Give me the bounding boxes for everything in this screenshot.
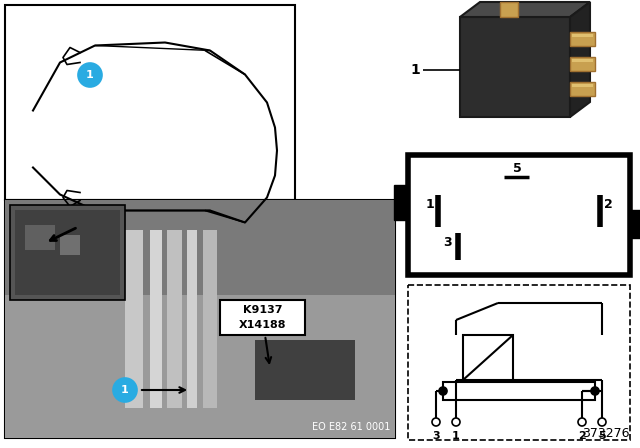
Polygon shape bbox=[460, 2, 590, 17]
Bar bbox=[394, 185, 408, 220]
Bar bbox=[572, 34, 593, 37]
Circle shape bbox=[452, 418, 460, 426]
Circle shape bbox=[113, 378, 137, 402]
Text: EO E82 61 0001: EO E82 61 0001 bbox=[312, 422, 390, 432]
Text: 1: 1 bbox=[410, 63, 420, 77]
Circle shape bbox=[439, 387, 447, 395]
Bar bbox=[203, 230, 217, 408]
Circle shape bbox=[578, 418, 586, 426]
Text: X14188: X14188 bbox=[239, 320, 286, 330]
Bar bbox=[167, 230, 182, 408]
Bar bbox=[255, 340, 355, 400]
Bar bbox=[630, 210, 640, 238]
Bar bbox=[5, 5, 295, 200]
Bar bbox=[5, 200, 395, 438]
Bar bbox=[463, 335, 513, 380]
Circle shape bbox=[591, 387, 599, 395]
Circle shape bbox=[598, 418, 606, 426]
Circle shape bbox=[432, 418, 440, 426]
Bar bbox=[408, 285, 630, 440]
Text: 3: 3 bbox=[444, 237, 452, 250]
Text: 5: 5 bbox=[513, 163, 522, 176]
Bar bbox=[15, 210, 120, 295]
Bar bbox=[572, 59, 593, 62]
Bar bbox=[570, 82, 595, 96]
Bar bbox=[5, 200, 395, 295]
Bar bbox=[150, 230, 162, 408]
Text: 2: 2 bbox=[578, 431, 586, 441]
Text: 1: 1 bbox=[452, 431, 460, 441]
Text: 373276: 373276 bbox=[582, 427, 630, 440]
Bar bbox=[460, 17, 570, 117]
Bar bbox=[187, 230, 197, 408]
Bar bbox=[220, 300, 305, 335]
Bar bbox=[60, 235, 80, 255]
Text: 1: 1 bbox=[121, 385, 129, 395]
Bar bbox=[405, 5, 635, 145]
Bar bbox=[408, 155, 630, 275]
Bar bbox=[408, 285, 630, 440]
Bar bbox=[10, 205, 125, 300]
Text: 2: 2 bbox=[604, 198, 612, 211]
Bar bbox=[125, 230, 143, 408]
Text: 3: 3 bbox=[432, 431, 440, 441]
Bar bbox=[500, 2, 518, 17]
Polygon shape bbox=[570, 2, 590, 117]
Bar bbox=[25, 225, 55, 250]
Text: K9137: K9137 bbox=[243, 305, 282, 315]
Text: 1: 1 bbox=[426, 198, 435, 211]
Text: 1: 1 bbox=[86, 70, 94, 80]
Bar bbox=[5, 295, 395, 438]
Text: 5: 5 bbox=[598, 431, 606, 441]
Bar bbox=[443, 382, 595, 400]
Bar bbox=[570, 32, 595, 46]
Bar bbox=[570, 57, 595, 71]
Circle shape bbox=[78, 63, 102, 87]
Bar bbox=[572, 84, 593, 87]
